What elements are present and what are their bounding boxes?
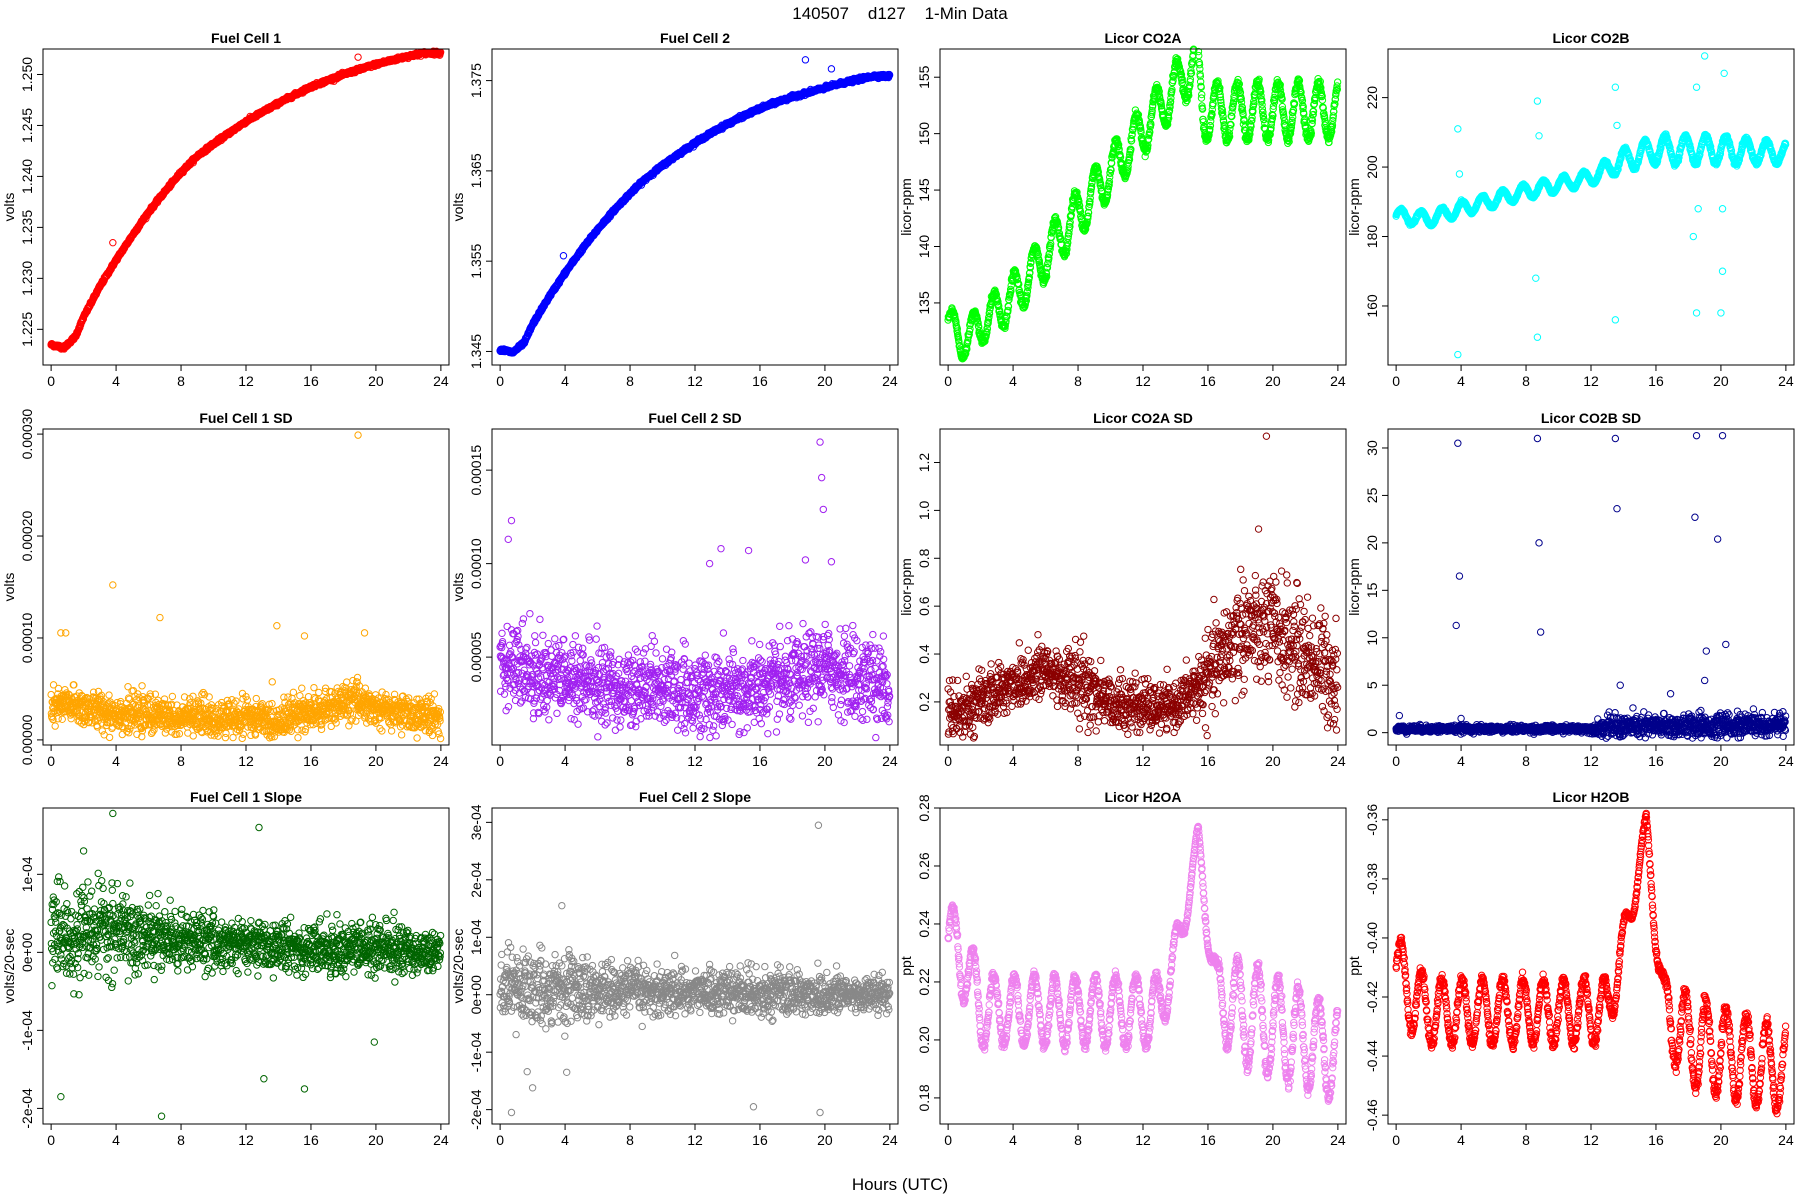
panel-grid: Fuel Cell 10 4 8 12 16 20 241.2251.2301.2351.2… [1, 30, 1795, 1148]
panel-title: Licor CO2B [1552, 30, 1629, 46]
y-tick-label: 140 [916, 235, 932, 259]
data-point [559, 252, 568, 260]
x-axis: 0 4 8 12 16 20 24 [47, 364, 449, 389]
y-tick-label: 1.230 [19, 261, 35, 296]
data-point [354, 53, 362, 61]
y-tick-label: 1.225 [19, 312, 35, 347]
y-axis: 1.345 1.355 1.365 1.375 [468, 63, 493, 369]
y-tick-label: 1.245 [19, 108, 35, 143]
x-tick-label: 24 [433, 373, 449, 389]
x-tick-label: 20 [368, 373, 384, 389]
panel-fc1: Fuel Cell 10 4 8 12 16 20 241.2251.2301.2351.2… [1, 30, 450, 389]
x-tick-label: 12 [687, 373, 703, 389]
y-tick-label: 155 [916, 65, 932, 89]
panel-title: Licor CO2A [1104, 30, 1181, 46]
y-tick-label: 1.235 [19, 210, 35, 245]
x-tick-label: 24 [1330, 373, 1346, 389]
panel-fc2: Fuel Cell 20 4 8 12 16 20 241.3451.3551.3651.3… [450, 30, 899, 389]
x-tick-label: 4 [112, 373, 120, 389]
y-tick-label: 1.365 [468, 153, 484, 188]
y-tick-label: 1.240 [19, 159, 35, 194]
x-tick-label: 16 [303, 373, 319, 389]
x-tick-label: 20 [1265, 373, 1281, 389]
plot-frame [491, 48, 899, 366]
x-axis: 0 4 8 12 16 20 24 [496, 364, 898, 389]
x-tick-label: 16 [1200, 373, 1216, 389]
data-points [47, 47, 445, 353]
data-point [801, 56, 810, 64]
x-tick-label: 12 [238, 373, 254, 389]
x-tick-label: 8 [626, 373, 634, 389]
x-tick-label: 0 [944, 373, 952, 389]
data-point [109, 238, 117, 247]
y-tick-label: 1.375 [468, 63, 484, 98]
figure-title: 140507 d127 1-Min Data [792, 4, 1008, 23]
y-tick-label: 135 [916, 291, 932, 315]
panel-title: Fuel Cell 1 [211, 30, 281, 46]
y-tick-label: 150 [916, 122, 932, 146]
data-points [1392, 52, 1790, 359]
data-points [944, 45, 1342, 363]
y-tick-label: 1.345 [468, 334, 484, 369]
plot-frame [42, 48, 450, 366]
x-tick-label: 4 [1009, 373, 1017, 389]
x-tick-label: 24 [882, 373, 898, 389]
data-point [827, 65, 836, 73]
x-tick-label: 0 [47, 373, 55, 389]
panel-co2a: Licor CO2A 0 4 8 12 16 20 24 135 140 145 150 155 lico… [898, 30, 1347, 389]
x-tick-label: 12 [1135, 373, 1151, 389]
y-tick-label: 145 [916, 178, 932, 202]
y-axis-label: licor-ppm [898, 178, 914, 236]
y-axis-label: volts [450, 193, 466, 222]
x-tick-label: 8 [1074, 373, 1082, 389]
y-axis-label: volts [1, 193, 17, 222]
x-tick-label: 0 [496, 373, 504, 389]
panel-title: Fuel Cell 2 [660, 30, 730, 46]
y-axis: 135 140 145 150 155 [916, 65, 941, 315]
y-tick-label: 1.250 [19, 57, 35, 92]
figure-xlabel: Hours (UTC) [852, 1175, 948, 1194]
x-axis: 0 4 8 12 16 20 24 [944, 364, 1346, 389]
x-tick-label: 16 [752, 373, 768, 389]
y-tick-label: 1.355 [468, 243, 484, 278]
x-tick-label: 4 [561, 373, 569, 389]
x-tick-label: 8 [177, 373, 185, 389]
y-axis: 1.225 1.230 1.235 1.240 1.245 1.250 [19, 57, 44, 347]
data-points [496, 56, 894, 357]
x-tick-label: 20 [817, 373, 833, 389]
